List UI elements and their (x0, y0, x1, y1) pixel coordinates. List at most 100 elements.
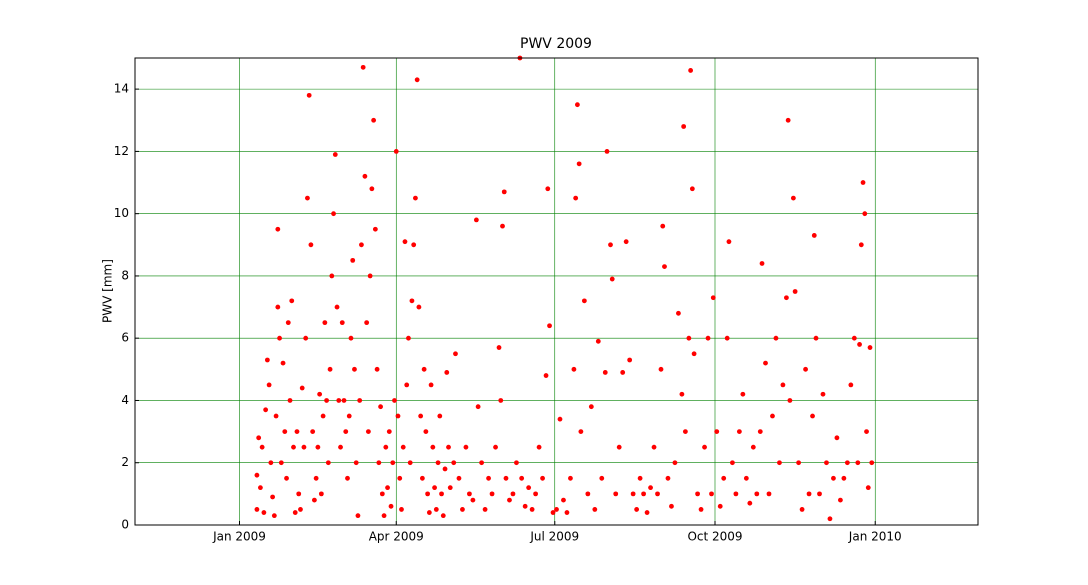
y-tick-label: 8 (121, 268, 129, 282)
data-point (543, 373, 549, 378)
data-point (423, 429, 429, 434)
data-point (857, 342, 862, 347)
data-point (799, 507, 805, 512)
data-point (609, 276, 615, 282)
data-point (280, 360, 286, 366)
data-point (397, 475, 403, 481)
data-point (433, 507, 439, 512)
data-point (392, 398, 397, 403)
data-point (310, 429, 316, 434)
data-point (662, 264, 667, 269)
data-point (754, 491, 760, 497)
data-point (736, 429, 742, 434)
data-point (467, 491, 472, 497)
data-point (780, 382, 786, 388)
data-point (381, 513, 387, 519)
data-point (721, 475, 727, 481)
chart-title: PWV 2009 (520, 36, 592, 52)
data-point (329, 273, 335, 279)
data-point (757, 429, 763, 434)
data-point (346, 413, 352, 419)
data-point (498, 398, 504, 403)
data-point (510, 491, 516, 497)
data-point (827, 516, 833, 522)
data-point (350, 257, 356, 263)
data-point (655, 491, 660, 497)
data-point (308, 242, 314, 248)
data-point (345, 475, 350, 481)
data-point (785, 117, 791, 123)
data-point (404, 382, 410, 388)
data-point (264, 357, 270, 363)
data-point (463, 444, 469, 450)
data-point (325, 460, 331, 466)
data-point (411, 242, 417, 248)
data-point (620, 370, 626, 375)
data-point (665, 475, 671, 481)
data-point (627, 357, 633, 363)
data-point (867, 345, 873, 350)
data-point (259, 444, 265, 450)
data-point (402, 239, 408, 245)
data-point (284, 475, 289, 481)
data-point (266, 382, 272, 388)
data-point (294, 429, 300, 434)
data-point (709, 491, 714, 497)
data-point (442, 466, 448, 472)
data-point (526, 485, 532, 491)
data-point (545, 186, 551, 192)
data-point (540, 475, 545, 481)
data-point (669, 503, 674, 509)
data-point (810, 413, 815, 419)
data-point (482, 507, 488, 512)
data-point (844, 460, 850, 466)
data-point (317, 391, 323, 397)
data-point (437, 413, 443, 419)
data-point (536, 444, 542, 450)
data-point (777, 460, 782, 466)
data-point (500, 223, 505, 229)
data-point (644, 510, 650, 515)
data-point (256, 435, 262, 441)
data-point (578, 429, 584, 434)
data-point (365, 429, 371, 434)
data-point (698, 507, 704, 512)
data-point (339, 320, 345, 326)
data-point (602, 370, 608, 375)
data-point (831, 475, 836, 481)
data-point (571, 366, 577, 372)
data-point (695, 491, 700, 497)
data-point (869, 460, 875, 466)
data-point (364, 320, 370, 326)
data-point (254, 507, 260, 512)
data-point (575, 102, 580, 108)
data-point (691, 351, 697, 357)
data-point (838, 497, 843, 503)
data-point (282, 429, 288, 434)
data-point (254, 472, 260, 478)
data-point (369, 186, 375, 192)
data-point (318, 491, 324, 497)
data-point (820, 391, 826, 397)
data-point (750, 444, 756, 450)
data-point (298, 507, 303, 512)
data-point (759, 261, 765, 266)
data-point (658, 366, 664, 372)
data-point (296, 491, 302, 497)
data-point (305, 195, 310, 201)
x-tick-label: Apr 2009 (369, 530, 424, 544)
data-point (258, 485, 263, 491)
data-point (503, 475, 509, 481)
data-point (311, 497, 317, 503)
data-point (320, 413, 326, 419)
data-point (864, 429, 869, 434)
data-point (306, 92, 312, 98)
data-point (507, 497, 512, 503)
y-tick-label: 2 (121, 455, 129, 469)
data-point (717, 503, 723, 509)
data-point (399, 507, 404, 512)
data-point (313, 475, 319, 481)
data-point (287, 398, 293, 403)
data-point (710, 295, 716, 301)
